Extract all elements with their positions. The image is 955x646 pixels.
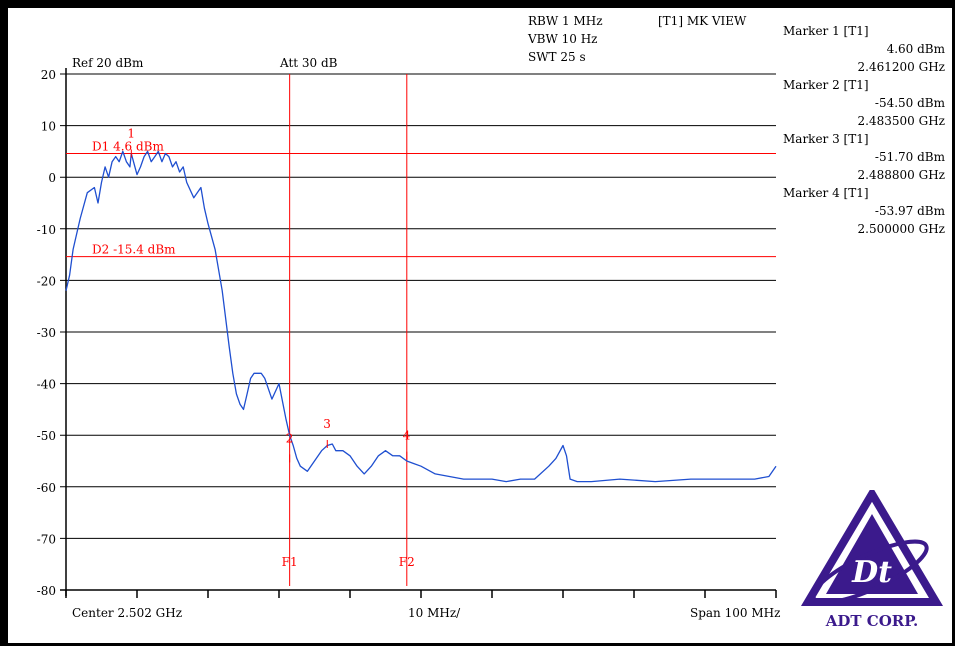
logo-monogram: Dt: [851, 555, 892, 590]
frequency-line-label: F1: [282, 555, 298, 569]
span-label: Span 100 MHz: [690, 606, 781, 620]
marker-point-label: 4: [403, 429, 411, 443]
y-tick-label: 10: [41, 120, 56, 134]
marker-point-label: 1: [127, 126, 135, 140]
marker-4-label: Marker 4 [T1]: [783, 186, 869, 200]
marker-1-freq: 2.461200 GHz: [857, 60, 945, 74]
spectrum-trace: [65, 150, 777, 483]
marker-2-level: -54.50 dBm: [874, 96, 945, 110]
marker-4-freq: 2.500000 GHz: [857, 222, 945, 236]
marker-2-label: Marker 2 [T1]: [783, 78, 869, 92]
marker-point-label: 2: [286, 431, 294, 445]
marker-1-label: Marker 1 [T1]: [783, 24, 869, 38]
marker-3-label: Marker 3 [T1]: [783, 132, 869, 146]
marker-3-level: -51.70 dBm: [874, 150, 945, 164]
ref-level-label: Ref 20 dBm: [72, 56, 144, 70]
y-tick-label: -80: [37, 584, 56, 598]
y-tick-label: 0: [48, 171, 56, 185]
rbw-readout: RBW 1 MHz: [528, 14, 603, 28]
logo-orbit: [811, 539, 929, 605]
marker-point-label: 3: [323, 417, 331, 431]
marker-3-freq: 2.488800 GHz: [857, 168, 945, 182]
y-tick-label: -30: [37, 326, 56, 340]
view-mode-label: [T1] MK VIEW: [658, 14, 747, 28]
logo-triangle: [800, 490, 944, 606]
center-frequency-label: Center 2.502 GHz: [72, 606, 183, 620]
marker-2-freq: 2.483500 GHz: [857, 114, 945, 128]
y-tick-label: 20: [41, 68, 56, 82]
display-line-label: D1 4.6 dBm: [92, 139, 164, 153]
frequency-line-label: F2: [399, 555, 415, 569]
y-tick-label: -60: [37, 481, 56, 495]
y-tick-label: -10: [37, 223, 56, 237]
vbw-readout: VBW 10 Hz: [528, 32, 598, 46]
y-tick-label: -50: [37, 429, 56, 443]
swt-readout: SWT 25 s: [528, 50, 586, 64]
attenuation-label: Att 30 dB: [280, 56, 338, 70]
adt-logo: Dt ADT CORP.: [800, 490, 944, 630]
y-tick-label: -20: [37, 274, 56, 288]
marker-1-level: 4.60 dBm: [886, 42, 945, 56]
y-tick-label: -40: [37, 378, 56, 392]
y-tick-label: -70: [37, 532, 56, 546]
display-line-label: D2 -15.4 dBm: [92, 243, 176, 257]
marker-4-level: -53.97 dBm: [874, 204, 945, 218]
per-division-label: 10 MHz/: [408, 606, 461, 620]
logo-text: ADT CORP.: [825, 612, 919, 630]
